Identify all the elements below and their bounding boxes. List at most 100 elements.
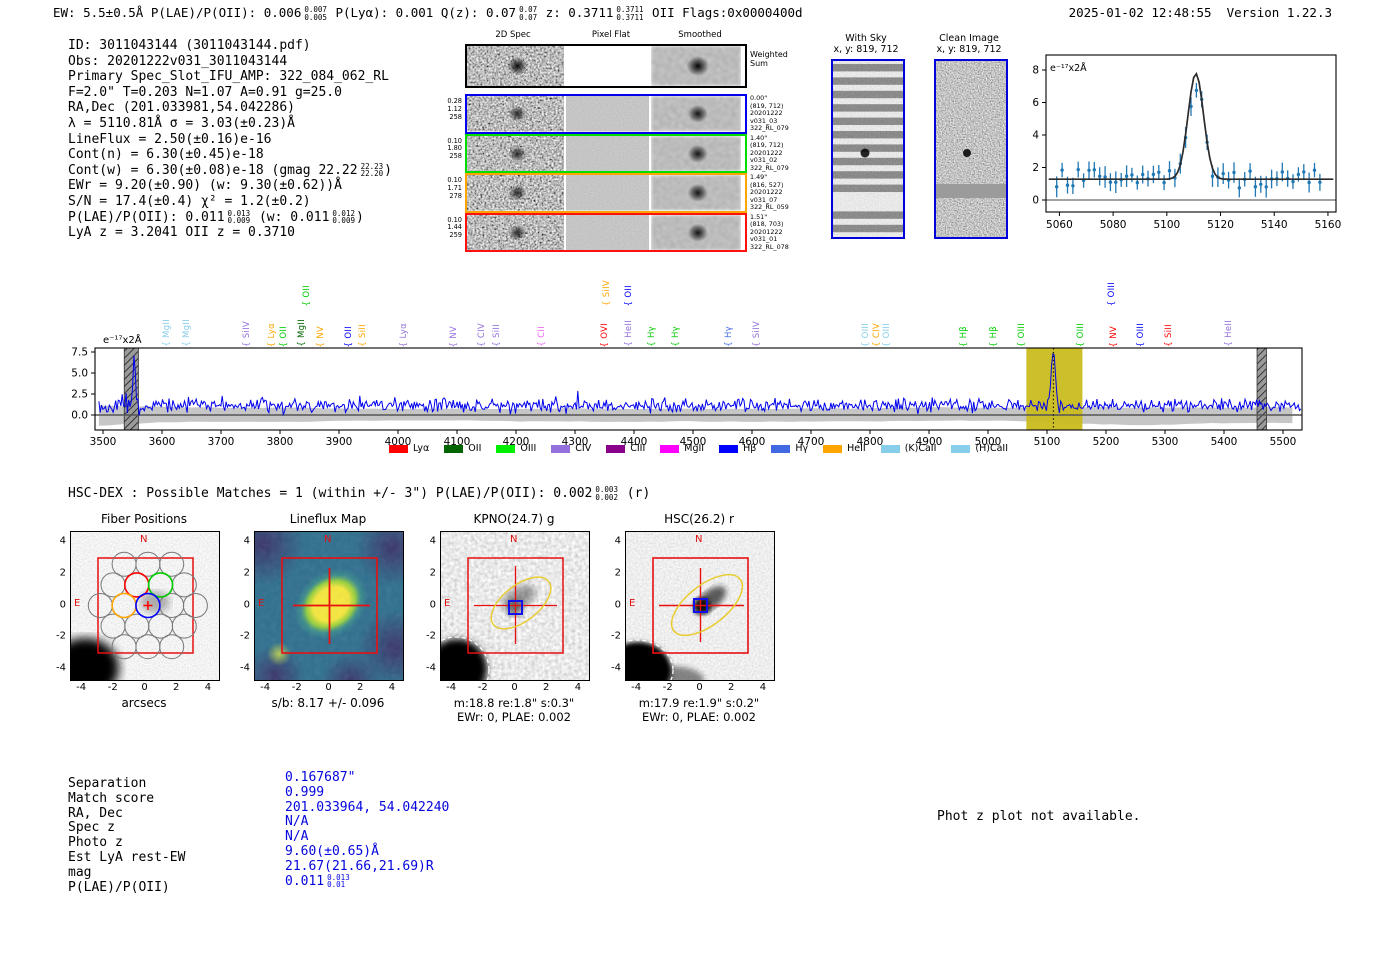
spec2d-weighted-label: Weighted Sum xyxy=(750,50,788,68)
info-line: Cont(n) = 6.30(±0.45)e-18 xyxy=(68,147,264,163)
svg-text:3800: 3800 xyxy=(267,436,294,448)
match-row-value: 0.011 0.013 0.01 xyxy=(285,872,350,890)
mask-ellipse xyxy=(626,639,674,680)
legend-item: OII xyxy=(444,443,481,454)
info-line: LyA z = 3.2041 OII z = 0.3710 xyxy=(68,225,295,241)
info-line: EWr = 9.20(±0.90) (w: 9.30(±0.62))Å xyxy=(68,178,342,194)
cutout-ytick: 0 xyxy=(243,599,250,610)
emission-line-label: { Lyα xyxy=(266,322,277,347)
cutout-xtick: -2 xyxy=(107,682,118,693)
emission-line-label: { OII xyxy=(301,284,312,306)
legend-item: Hγ xyxy=(771,443,808,454)
match-row-label: Photo z xyxy=(68,835,123,851)
hsc-dex-summary-line: HSC-DEX : Possible Matches = 1 (within +… xyxy=(68,485,651,502)
cutout-xtick: 0 xyxy=(511,682,518,693)
info-line: Obs: 20201222v031_3011043144 xyxy=(68,53,288,69)
cutout-xtick: -4 xyxy=(76,682,87,693)
legend-swatch xyxy=(606,444,626,453)
emission-line-label: { Hγ xyxy=(646,326,657,347)
photz-note: Phot z plot not available. xyxy=(937,809,1141,824)
spec2d-col-header: 2D Spec xyxy=(495,30,531,40)
north-label: N xyxy=(695,534,703,545)
cutout-caption: EWr: 0, PLAE: 0.002 xyxy=(642,710,756,724)
cutout-caption: m:17.9 re:1.9" s:0.2" xyxy=(638,696,760,710)
legend-label: Lyα xyxy=(412,443,430,454)
emission-line-label: { OII xyxy=(278,325,289,347)
fiber-positions-cutout xyxy=(70,531,220,681)
north-label: N xyxy=(140,534,148,545)
cutout-ytick: 2 xyxy=(243,567,250,579)
spec2d-weighted-row xyxy=(465,44,747,88)
emission-line-label: { Hγ xyxy=(671,326,682,347)
cutout-caption: EWr: 0, PLAE: 0.002 xyxy=(457,710,571,724)
crosshair xyxy=(293,568,370,644)
cutout-caption: m:18.8 re:1.8" s:0.3" xyxy=(453,696,575,710)
match-row-label: P(LAE)/P(OII) xyxy=(68,879,170,895)
legend-label: HeII xyxy=(847,443,866,454)
match-row-value: 9.60(±0.65)Å xyxy=(285,844,379,859)
cutout-caption: arcsecs xyxy=(121,696,167,710)
svg-text:6: 6 xyxy=(1032,97,1039,109)
legend-label: Hβ xyxy=(743,443,757,454)
match-row-label: RA, Dec xyxy=(68,805,123,821)
cutout-ytick: 4 xyxy=(243,535,250,547)
legend-swatch xyxy=(444,444,464,453)
legend-item: CIV xyxy=(551,443,591,454)
info-line: λ = 5110.81Å σ = 3.03(±0.23)Å xyxy=(68,115,295,131)
emission-line-label: { SiIV xyxy=(242,321,253,347)
legend-item: Lyα xyxy=(388,443,430,454)
emission-line-label: { SiII xyxy=(357,324,368,347)
spec2d-row-meta: 1.49" (816, 527) 20201222 v031_07 322_RL_059 xyxy=(750,173,789,211)
legend-swatch xyxy=(660,444,680,453)
kpno-g-cutout xyxy=(440,531,590,681)
spec2d-fiber-row xyxy=(465,133,747,173)
svg-text:4700: 4700 xyxy=(798,436,825,448)
legend-swatch xyxy=(771,444,791,453)
emission-line-label: { NV xyxy=(449,325,460,347)
east-label: E xyxy=(258,598,265,609)
report-datetime: 2025-01-02 12:48:55 xyxy=(1068,5,1212,20)
cutout-title: KPNO(24.7) g xyxy=(473,512,555,526)
emission-line-label: { CIV xyxy=(476,323,487,347)
cutout-xtick: 4 xyxy=(574,682,582,693)
cutout-ytick: -4 xyxy=(426,662,436,674)
cutout-ytick: 4 xyxy=(614,535,621,547)
svg-text:5140: 5140 xyxy=(1261,219,1288,231)
with-sky-title: With Sky x, y: 819, 712 xyxy=(833,33,898,55)
emission-line-label: { SiIV xyxy=(751,321,762,347)
legend-swatch xyxy=(823,444,843,453)
lineflux-map-graphic xyxy=(255,532,403,680)
emission-line-label: { OIII xyxy=(1107,281,1118,306)
spec2d-row-weights: 0.28 1.12 258 xyxy=(447,97,462,121)
svg-text:5500: 5500 xyxy=(1270,436,1297,448)
svg-text:e⁻¹⁷x2Å: e⁻¹⁷x2Å xyxy=(103,333,142,346)
svg-text:5300: 5300 xyxy=(1152,436,1179,448)
sep-ellipse xyxy=(490,576,552,630)
emission-line-label: { OIII xyxy=(1135,322,1146,347)
spec2d-col-header: Pixel Flat xyxy=(591,30,631,40)
cutout-ytick: 0 xyxy=(59,599,66,610)
emission-line-label: { SiII xyxy=(1163,324,1174,347)
emission-line-label: { MgII xyxy=(161,319,172,347)
header-datetime-version: 2025-01-02 12:48:55 Version 1.22.3 xyxy=(1069,5,1332,20)
legend-swatch xyxy=(880,444,900,453)
cutout-xtick: 0 xyxy=(141,682,148,693)
info-line: Cont(w) = 6.30(±0.08)e-18 (gmag 22.22 22.… xyxy=(68,161,392,179)
emission-line-label: { Hγ xyxy=(724,326,735,347)
svg-text:5000: 5000 xyxy=(975,436,1002,448)
emission-line-label: { CII xyxy=(537,326,548,347)
emission-line-label: { OIII xyxy=(861,322,872,347)
aperture-box xyxy=(467,557,564,654)
crosshair xyxy=(659,568,744,642)
info-line: P(LAE)/P(OII): 0.011 0.013 0.009 (w: 0.011… xyxy=(68,208,364,226)
cutout-ytick: -4 xyxy=(611,662,621,674)
legend-item: CIII xyxy=(606,443,645,454)
match-row-label: Est LyA rest-EW xyxy=(68,850,186,865)
svg-text:4800: 4800 xyxy=(857,436,884,448)
match-row-value: N/A xyxy=(285,829,309,845)
cutout-xtick: -4 xyxy=(631,682,642,693)
cutout-xtick: 4 xyxy=(204,682,212,693)
cutout-ytick: -2 xyxy=(56,630,66,642)
emission-line-label: { Lyα xyxy=(399,322,410,347)
cutout-ytick: 2 xyxy=(614,567,621,579)
